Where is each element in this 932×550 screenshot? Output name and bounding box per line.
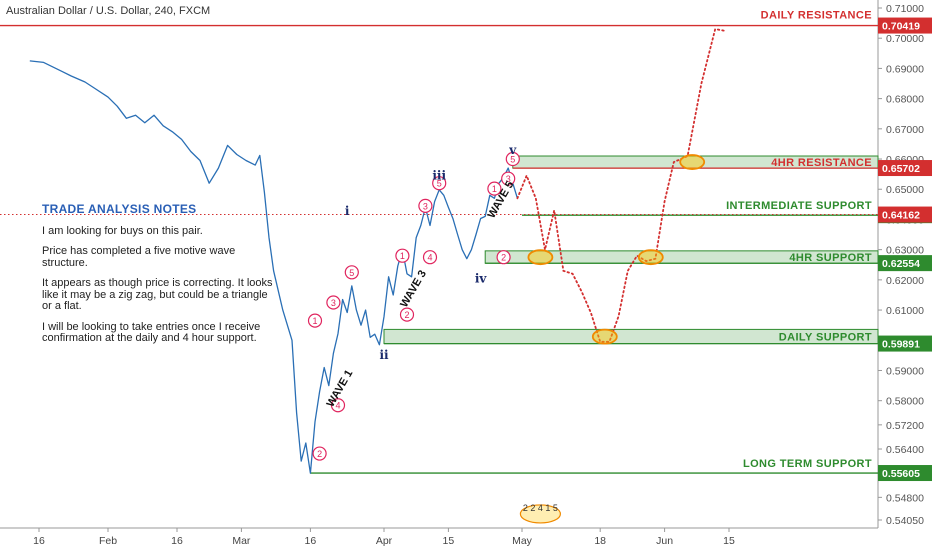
wave-count-label: 2	[501, 253, 506, 263]
value-tag-label: 0.65702	[882, 163, 920, 175]
projection-path	[516, 28, 726, 343]
wave-count-circle	[501, 171, 516, 186]
x-tick-label: 15	[443, 535, 455, 547]
wave-count-label: 3	[423, 201, 428, 211]
wave-count-circle	[326, 295, 341, 310]
value-tag	[878, 255, 932, 272]
current-price-label: 0.64162	[882, 210, 920, 222]
x-tick-label: Feb	[99, 535, 117, 547]
event-marker-label: 2 2 4 1 5	[523, 503, 558, 513]
wave-degree-label: iii	[432, 169, 446, 183]
target-marker	[591, 328, 618, 345]
price-line	[29, 60, 519, 474]
wave-count-label: 5	[349, 268, 354, 278]
current-price-tag	[878, 206, 932, 223]
chart-title: Australian Dollar / U.S. Dollar, 240, FX…	[6, 5, 211, 17]
wave-count-circle	[422, 250, 438, 265]
x-tick-label: 16	[305, 535, 317, 547]
x-tick-label: 16	[33, 535, 45, 547]
wave-count-circle	[505, 151, 520, 167]
notes-paragraph-4: I will be looking to take entries once I…	[42, 320, 261, 344]
y-tick-label: 0.58000	[886, 396, 924, 408]
y-tick-label: 0.70000	[886, 33, 924, 45]
y-tick-label: 0.56400	[886, 444, 924, 456]
notes-paragraph-2: Price has completed a five motive wave s…	[42, 245, 236, 269]
value-tag-label: 0.55605	[882, 468, 920, 480]
wave-count-circle	[487, 181, 502, 196]
notes-paragraph-3: It appears as though price is correcting…	[42, 277, 273, 312]
value-tag-label: 0.62554	[882, 258, 920, 270]
y-tick-label: 0.61000	[886, 305, 924, 317]
wave-degree-label: i	[345, 204, 350, 218]
value-tag	[878, 160, 932, 177]
wave-count-label: 5	[437, 179, 442, 189]
value-tag	[878, 17, 932, 34]
wave-count-label: 1	[492, 184, 497, 194]
level-label: INTERMEDIATE SUPPORT	[726, 200, 872, 212]
y-tick-label: 0.54800	[886, 492, 924, 504]
target-marker	[637, 249, 664, 266]
notes-heading: TRADE ANALYSIS NOTES	[42, 202, 197, 216]
x-tick-label: 18	[594, 535, 606, 547]
y-tick-label: 0.63000	[886, 245, 924, 257]
y-tick-label: 0.62000	[886, 275, 924, 287]
notes-paragraph-1: I am looking for buys on this pair.	[42, 224, 203, 237]
wave-label: WAVE 3	[398, 268, 429, 309]
level-label: LONG TERM SUPPORT	[743, 458, 872, 470]
wave-count-label: 2	[317, 449, 322, 459]
wave-count-circle	[432, 176, 447, 191]
wave-count-circle	[344, 265, 359, 280]
y-tick-label: 0.65000	[886, 184, 924, 196]
wave-count-label: 1	[312, 316, 317, 326]
level-label: DAILY RESISTANCE	[761, 10, 872, 22]
y-tick-label: 0.57200	[886, 420, 924, 432]
x-tick-label: 15	[723, 535, 735, 547]
wave-count-label: 3	[331, 298, 336, 308]
y-tick-label: 0.67000	[886, 124, 924, 136]
x-tick-label: May	[512, 535, 533, 547]
value-tag	[878, 465, 932, 482]
wave-degree-label: iv	[475, 271, 488, 285]
wave-count-circle	[312, 446, 327, 461]
level-label: 4HR RESISTANCE	[771, 157, 872, 169]
wave-count-label: 4	[335, 401, 340, 411]
wave-count-label: 3	[506, 174, 511, 184]
wave-count-label: 1	[400, 251, 405, 261]
wave-count-label: 4	[427, 253, 432, 263]
value-tag	[878, 335, 932, 352]
wave-count-circle	[307, 313, 323, 328]
x-tick-label: 16	[171, 535, 183, 547]
x-tick-label: Mar	[232, 535, 251, 547]
wave-count-circle	[496, 250, 511, 265]
target-marker	[679, 154, 706, 170]
wave-count-label: 2	[404, 310, 409, 320]
level-label: 4HR SUPPORT	[789, 252, 872, 264]
x-tick-label: Jun	[656, 535, 673, 547]
wave-degree-label: v	[508, 143, 517, 157]
wave-count-circle	[418, 198, 433, 213]
y-tick-label: 0.54050	[886, 515, 924, 527]
wave-count-label: 5	[510, 155, 515, 165]
y-tick-label: 0.68000	[886, 94, 924, 106]
event-marker-cluster	[519, 504, 562, 524]
wave-count-circle	[330, 398, 346, 413]
target-marker	[527, 249, 554, 266]
level-label: DAILY SUPPORT	[779, 331, 872, 343]
wave-count-circle	[395, 248, 410, 263]
value-tag-label: 0.59891	[882, 339, 920, 351]
wave-count-circle	[399, 307, 415, 322]
x-tick-label: Apr	[376, 535, 393, 547]
y-tick-label: 0.59000	[886, 365, 924, 377]
y-tick-label: 0.69000	[886, 63, 924, 75]
trade-analysis-notes: TRADE ANALYSIS NOTES I am looking for bu…	[42, 202, 274, 354]
value-tag-label: 0.70419	[882, 21, 920, 33]
wave-degree-label: ii	[379, 348, 389, 362]
y-tick-label: 0.71000	[886, 3, 924, 15]
